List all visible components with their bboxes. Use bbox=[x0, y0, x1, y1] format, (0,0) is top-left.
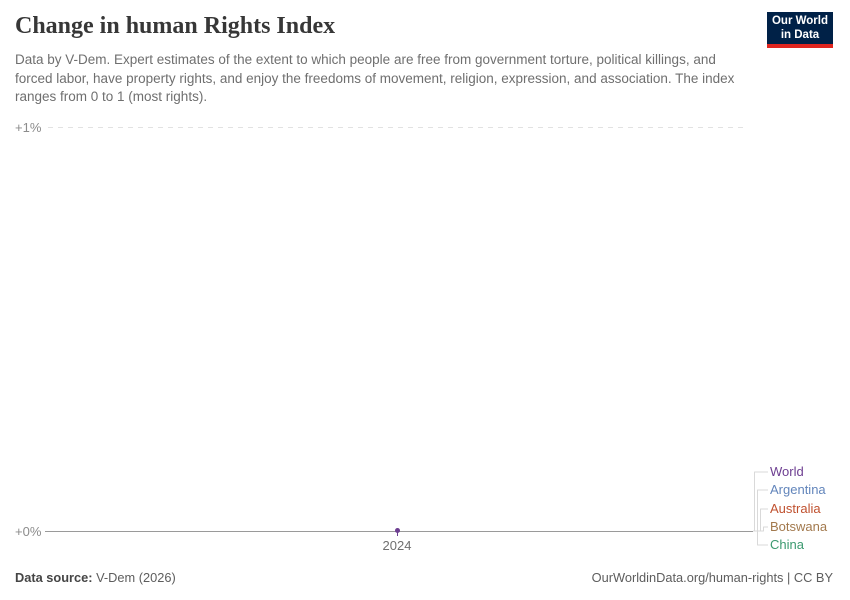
chart-subtitle: Data by V-Dem. Expert estimates of the e… bbox=[15, 52, 735, 105]
ytick-plus0: +0% bbox=[15, 524, 42, 539]
leader-line-australia bbox=[753, 508, 768, 532]
owid-logo-line2: in Data bbox=[780, 29, 820, 41]
data-source-label: Data source: bbox=[15, 570, 93, 585]
data-point-2024[interactable] bbox=[394, 527, 400, 533]
data-point-tick bbox=[396, 530, 398, 536]
legend-item-australia[interactable]: Australia bbox=[770, 501, 821, 516]
owid-url-license-link[interactable]: OurWorldinData.org/human-rights | CC BY bbox=[591, 570, 833, 585]
legend-item-china[interactable]: China bbox=[770, 537, 804, 552]
xtick-2024: 2024 bbox=[382, 538, 412, 553]
data-source-value: V-Dem (2026) bbox=[96, 570, 176, 585]
legend-item-argentina[interactable]: Argentina bbox=[770, 482, 826, 497]
page-title: Change in human Rights Index bbox=[15, 13, 336, 39]
data-source-note: Data source: V-Dem (2026) bbox=[15, 570, 176, 585]
leader-line-china bbox=[753, 530, 768, 546]
owid-logo[interactable]: Our World in Data bbox=[767, 12, 833, 48]
owid-logo-line1: Our World bbox=[771, 14, 828, 27]
leader-line-botswana bbox=[753, 526, 768, 532]
legend-item-world[interactable]: World bbox=[770, 464, 804, 479]
legend-leader-lines bbox=[753, 471, 768, 546]
legend-item-botswana[interactable]: Botswana bbox=[770, 519, 828, 534]
ytick-plus1: +1% bbox=[15, 120, 42, 135]
gridline-plus1 bbox=[48, 127, 748, 128]
